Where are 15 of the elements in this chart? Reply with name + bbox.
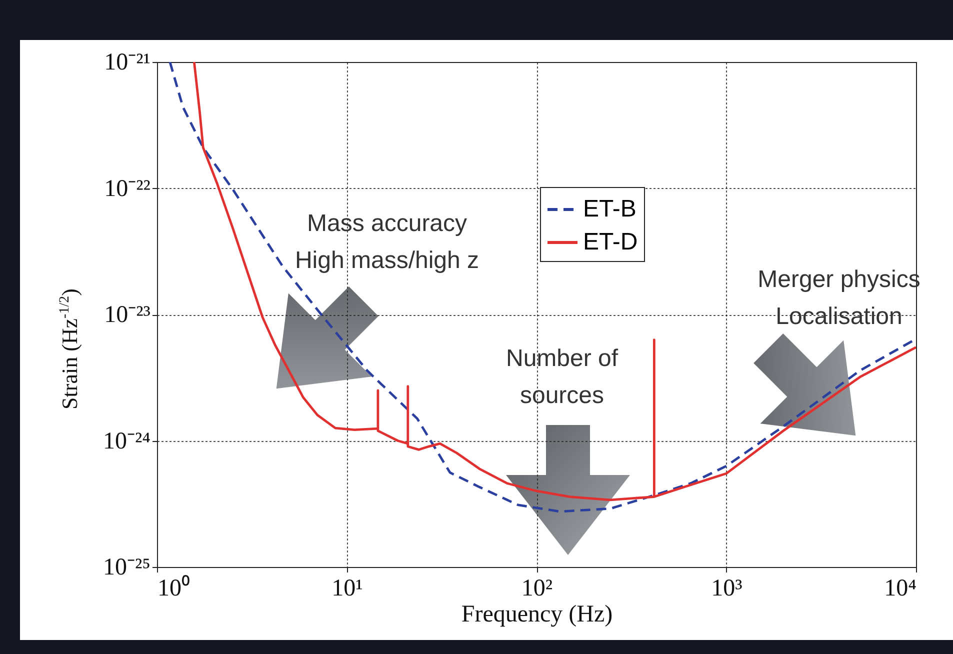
x-axis-title: Frequency (Hz) — [461, 602, 613, 628]
legend-label: ET-B — [583, 196, 636, 222]
y-tick-label: 10⁻²⁴ — [102, 428, 150, 454]
x-tick-label: 10⁴ — [884, 576, 916, 602]
y-tick-label: 10⁻²¹ — [104, 50, 150, 76]
y-tick-label: 10⁻²² — [104, 176, 150, 202]
y-tick-label: 10⁻²⁵ — [102, 554, 150, 580]
y-tick-label: 10⁻²³ — [104, 302, 150, 328]
annotation: Number of sources — [506, 345, 618, 409]
annotation: Mass accuracy High mass/high z — [294, 210, 480, 274]
x-tick-label: 10³ — [711, 576, 742, 602]
x-tick-label: 10⁰ — [158, 574, 190, 602]
legend-label: ET-D — [583, 228, 638, 256]
x-tick-label: 10² — [521, 576, 553, 602]
x-tick-label: 10¹ — [332, 576, 363, 602]
